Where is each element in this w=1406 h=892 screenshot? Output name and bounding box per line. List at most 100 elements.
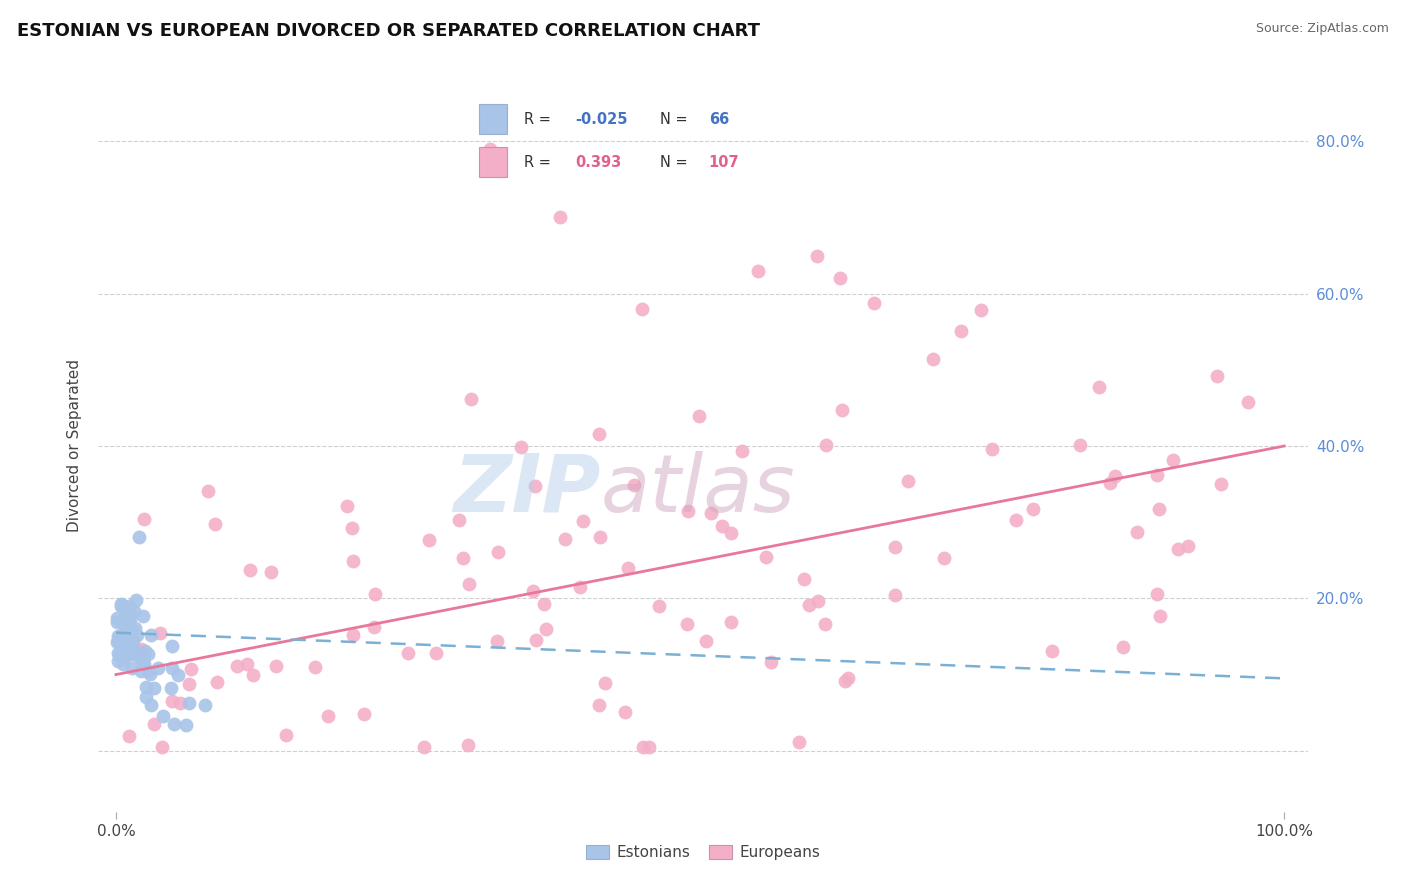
Point xyxy=(425,646,447,660)
Point xyxy=(125,628,148,642)
Point xyxy=(1146,468,1168,483)
Point xyxy=(114,650,136,665)
Point xyxy=(148,660,170,674)
Point xyxy=(1087,380,1109,394)
Point xyxy=(124,621,146,635)
Point xyxy=(897,474,920,488)
Point xyxy=(533,598,555,612)
Point xyxy=(522,583,544,598)
Point xyxy=(110,598,132,612)
Point xyxy=(336,499,359,513)
Point xyxy=(759,655,782,669)
Point xyxy=(554,532,576,546)
Point xyxy=(128,650,150,665)
Point xyxy=(152,709,174,723)
Point xyxy=(138,664,160,678)
Point xyxy=(197,483,219,498)
Point xyxy=(115,643,138,657)
Point xyxy=(129,664,152,678)
Point xyxy=(122,603,145,617)
Point xyxy=(118,646,141,660)
Point xyxy=(789,735,811,749)
Point xyxy=(457,738,479,752)
Point xyxy=(363,620,385,634)
Point xyxy=(143,681,166,695)
Point xyxy=(105,635,128,649)
Point xyxy=(169,696,191,710)
Point xyxy=(418,533,440,548)
Point xyxy=(114,633,136,648)
Point xyxy=(149,626,172,640)
Point xyxy=(510,440,533,454)
Point xyxy=(720,526,742,541)
Point xyxy=(921,352,943,367)
Point xyxy=(883,540,905,554)
Point xyxy=(1161,452,1184,467)
Point xyxy=(396,646,419,660)
Point xyxy=(266,658,288,673)
Point xyxy=(1236,395,1258,409)
Text: ZIP: ZIP xyxy=(453,450,600,529)
Point xyxy=(128,530,150,544)
Point xyxy=(115,626,138,640)
Point xyxy=(932,550,955,565)
Point xyxy=(1149,609,1171,624)
Point xyxy=(614,706,637,720)
Point xyxy=(127,647,149,661)
Point xyxy=(458,576,481,591)
Point xyxy=(160,639,183,653)
Point xyxy=(807,594,830,608)
Point xyxy=(167,667,190,681)
Point xyxy=(135,680,157,694)
Point xyxy=(1069,438,1091,452)
Point xyxy=(110,599,132,613)
Text: ESTONIAN VS EUROPEAN DIVORCED OR SEPARATED CORRELATION CHART: ESTONIAN VS EUROPEAN DIVORCED OR SEPARAT… xyxy=(17,22,759,40)
Point xyxy=(747,264,769,278)
Point xyxy=(143,716,166,731)
Point xyxy=(950,324,973,338)
Point xyxy=(122,639,145,653)
Point xyxy=(111,628,134,642)
Point xyxy=(1147,501,1170,516)
Point xyxy=(1209,477,1232,491)
Point xyxy=(160,660,183,674)
Point xyxy=(831,403,853,417)
Point xyxy=(568,580,591,594)
Point xyxy=(755,549,778,564)
Point xyxy=(617,560,640,574)
Point xyxy=(204,516,226,531)
Point xyxy=(107,632,129,647)
Point xyxy=(340,521,363,535)
Point xyxy=(132,657,155,671)
Point xyxy=(180,662,202,676)
Point xyxy=(139,666,162,681)
Point xyxy=(121,624,143,638)
Point xyxy=(107,629,129,643)
Point xyxy=(793,573,815,587)
Point xyxy=(194,698,217,712)
Point xyxy=(150,739,173,754)
Point xyxy=(1167,542,1189,557)
Point xyxy=(115,634,138,648)
Point xyxy=(117,625,139,640)
Point xyxy=(1040,644,1063,658)
Point xyxy=(118,599,141,613)
Point xyxy=(1022,502,1045,516)
Point xyxy=(121,647,143,661)
Point xyxy=(163,717,186,731)
Point xyxy=(242,668,264,682)
Point xyxy=(700,507,723,521)
Point xyxy=(1125,524,1147,539)
Point xyxy=(731,443,754,458)
Point xyxy=(676,617,699,632)
Point xyxy=(107,646,129,660)
Point xyxy=(122,632,145,647)
Point xyxy=(630,301,652,316)
Point xyxy=(799,598,821,612)
Point xyxy=(486,545,509,559)
Point xyxy=(129,641,152,656)
Point xyxy=(316,708,339,723)
Point xyxy=(115,623,138,637)
Point xyxy=(276,729,298,743)
Point xyxy=(969,302,991,317)
